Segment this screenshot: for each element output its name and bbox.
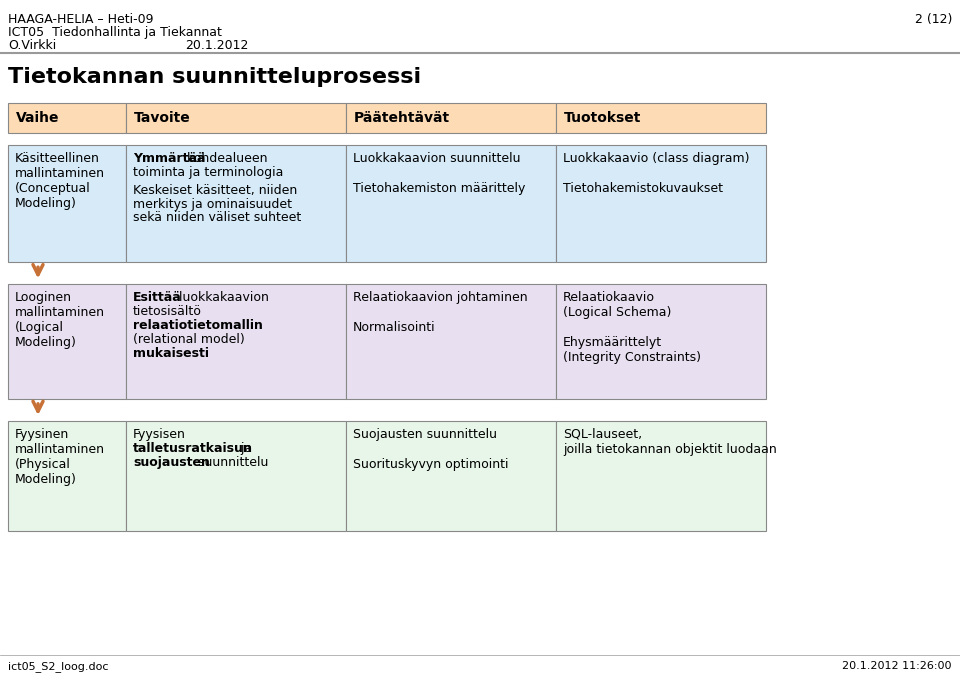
FancyBboxPatch shape	[8, 144, 126, 263]
Text: SQL-lauseet,
joilla tietokannan objektit luodaan: SQL-lauseet, joilla tietokannan objektit…	[563, 428, 777, 456]
FancyBboxPatch shape	[126, 144, 346, 263]
FancyBboxPatch shape	[8, 284, 126, 399]
Text: Esittää: Esittää	[133, 292, 181, 304]
Text: Luokkakaavio (class diagram)

Tietohakemistokuvaukset: Luokkakaavio (class diagram) Tietohakemi…	[563, 152, 750, 194]
FancyBboxPatch shape	[126, 103, 346, 133]
Text: toiminta ja terminologia: toiminta ja terminologia	[133, 165, 283, 179]
Text: Luokkakaavion suunnittelu

Tietohakemiston määrittely: Luokkakaavion suunnittelu Tietohakemisto…	[353, 152, 525, 194]
Text: relaatiotietomallin: relaatiotietomallin	[133, 319, 263, 332]
FancyBboxPatch shape	[346, 103, 556, 133]
Text: 20.1.2012 11:26:00: 20.1.2012 11:26:00	[843, 662, 952, 672]
Text: O.Virkki: O.Virkki	[8, 39, 57, 52]
Text: Käsitteellinen
mallintaminen
(Conceptual
Modeling): Käsitteellinen mallintaminen (Conceptual…	[15, 152, 105, 210]
FancyBboxPatch shape	[556, 144, 766, 263]
FancyBboxPatch shape	[346, 284, 556, 399]
Text: Tietokannan suunnitteluprosessi: Tietokannan suunnitteluprosessi	[8, 67, 421, 87]
Text: Tuotokset: Tuotokset	[564, 111, 641, 125]
Text: Fyysinen
mallintaminen
(Physical
Modeling): Fyysinen mallintaminen (Physical Modelin…	[15, 428, 105, 486]
Text: suunnittelu: suunnittelu	[194, 456, 269, 469]
FancyBboxPatch shape	[8, 103, 126, 133]
Text: suojausten: suojausten	[133, 456, 210, 469]
Text: Ymmärtää: Ymmärtää	[133, 152, 205, 165]
Text: Fyysisen: Fyysisen	[133, 428, 186, 441]
Text: HAAGA-HELIA – Heti-09: HAAGA-HELIA – Heti-09	[8, 13, 154, 26]
FancyBboxPatch shape	[8, 421, 126, 531]
Text: 2 (12): 2 (12)	[915, 13, 952, 26]
Text: kohdealueen: kohdealueen	[182, 152, 267, 165]
Text: ict05_S2_loog.doc: ict05_S2_loog.doc	[8, 662, 108, 672]
Text: talletusratkaisun: talletusratkaisun	[133, 442, 252, 455]
FancyBboxPatch shape	[346, 144, 556, 263]
Text: mukaisesti: mukaisesti	[133, 347, 209, 360]
FancyBboxPatch shape	[346, 421, 556, 531]
Text: ICT05  Tiedonhallinta ja Tiekannat: ICT05 Tiedonhallinta ja Tiekannat	[8, 26, 222, 39]
Text: (relational model): (relational model)	[133, 333, 245, 346]
Text: ja: ja	[237, 442, 252, 455]
Text: Relaatiokaavio
(Logical Schema)

Ehysmäärittelyt
(Integrity Constraints): Relaatiokaavio (Logical Schema) Ehysmäär…	[563, 292, 701, 365]
Text: Tavoite: Tavoite	[134, 111, 191, 125]
Text: Relaatiokaavion johtaminen

Normalisointi: Relaatiokaavion johtaminen Normalisointi	[353, 292, 528, 334]
Text: luokkakaavion: luokkakaavion	[175, 292, 269, 304]
Text: Looginen
mallintaminen
(Logical
Modeling): Looginen mallintaminen (Logical Modeling…	[15, 292, 105, 349]
Text: sekä niiden väliset suhteet: sekä niiden väliset suhteet	[133, 211, 301, 225]
FancyBboxPatch shape	[556, 103, 766, 133]
Text: Keskeiset käsitteet, niiden: Keskeiset käsitteet, niiden	[133, 184, 298, 196]
Text: merkitys ja ominaisuudet: merkitys ja ominaisuudet	[133, 198, 292, 211]
Text: Suojausten suunnittelu

Suorituskyvyn optimointi: Suojausten suunnittelu Suorituskyvyn opt…	[353, 428, 509, 471]
FancyBboxPatch shape	[556, 421, 766, 531]
Text: 20.1.2012: 20.1.2012	[185, 39, 249, 52]
Text: tietosisältö: tietosisältö	[133, 305, 202, 318]
FancyBboxPatch shape	[556, 284, 766, 399]
Text: Vaihe: Vaihe	[16, 111, 60, 125]
Text: Päätehtävät: Päätehtävät	[354, 111, 450, 125]
FancyBboxPatch shape	[126, 421, 346, 531]
FancyBboxPatch shape	[126, 284, 346, 399]
